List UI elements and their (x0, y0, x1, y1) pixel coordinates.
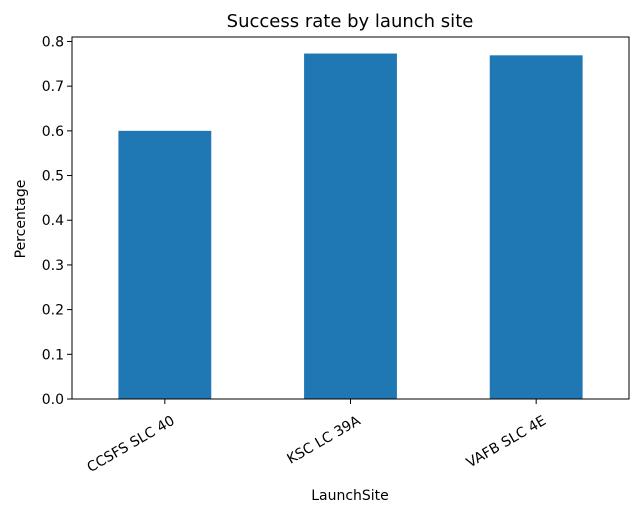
x-tick-label: VAFB SLC 4E (464, 413, 549, 471)
bars-group (118, 53, 583, 400)
x-tick-label: KSC LC 39A (285, 413, 364, 468)
y-tick-label: 0.5 (42, 169, 64, 185)
bar-ksc-lc-39a (304, 53, 397, 400)
y-tick-label: 0.1 (42, 347, 64, 363)
x-axis-label: LaunchSite (311, 488, 389, 504)
y-axis-ticks: 0.0 0.1 0.2 0.3 0.4 0.5 0.6 0.7 0.8 (42, 34, 72, 408)
plot-area: 0.0 0.1 0.2 0.3 0.4 0.5 0.6 0.7 0.8 CCSFS SLC 40… (42, 34, 630, 476)
y-tick-label: 0.0 (42, 392, 64, 408)
y-tick-label: 0.6 (42, 124, 64, 140)
y-axis-label: Percentage (13, 180, 29, 259)
y-tick-label: 0.3 (42, 258, 64, 274)
y-tick-label: 0.7 (42, 79, 64, 95)
y-tick-label: 0.8 (42, 34, 64, 50)
chart-title: Success rate by launch site (227, 11, 474, 32)
bar-ccsfs-slc-40 (118, 130, 212, 399)
plot-frame (71, 36, 630, 400)
x-axis-ticks: CCSFS SLC 40 KSC LC 39A VAFB SLC 4E (84, 399, 549, 476)
x-tick-label: CCSFS SLC 40 (84, 413, 177, 476)
bar-vafb-slc-4e (489, 55, 583, 399)
y-tick-label: 0.4 (42, 213, 64, 229)
y-tick-label: 0.2 (42, 303, 64, 319)
